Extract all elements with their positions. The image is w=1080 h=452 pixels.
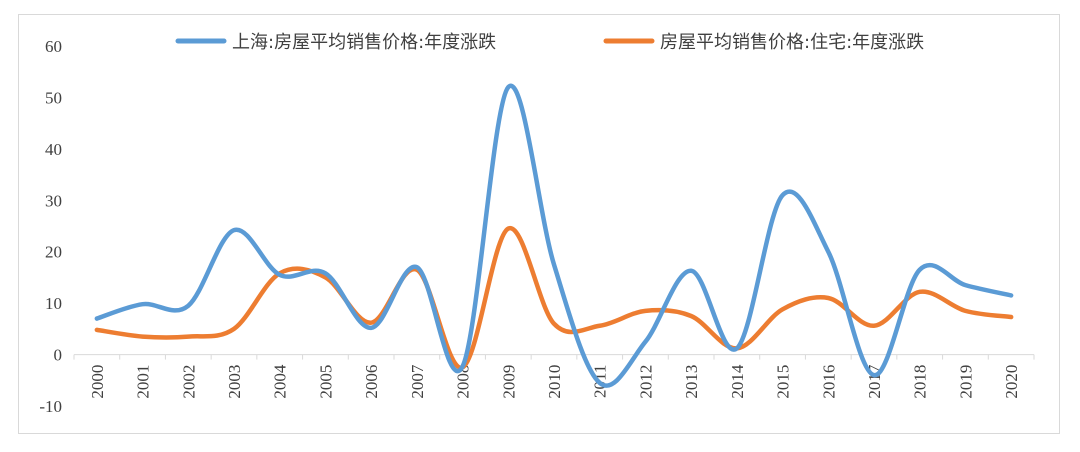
x-tick-label: 2002 [179,365,198,399]
x-tick-label: 2015 [774,365,793,399]
x-tick-label: 2005 [316,365,335,399]
legend: 上海:房屋平均销售价格:年度涨跌 房屋平均销售价格:住宅:年度涨跌 [175,32,924,53]
y-tick-label: 40 [45,140,62,159]
x-tick-label: 2004 [271,364,290,399]
x-tick-label: 2006 [362,365,381,399]
x-tick-label: 2003 [225,365,244,399]
y-tick-label: 50 [45,88,62,107]
y-tick-label: -10 [39,397,62,416]
y-tick-label: 30 [45,191,62,210]
y-tick-label: 10 [45,294,62,313]
x-tick-label: 2019 [956,365,975,399]
axes: -10 0 10 20 30 40 50 60 2000 2001 2002 2003 2004 2005… [39,37,1035,416]
x-tick-label: 2009 [499,365,518,399]
y-tick-label: 20 [45,243,62,262]
series-line-2 [94,226,1014,370]
x-tick-label: 2007 [408,364,427,399]
x-tick-label: 2012 [636,365,655,399]
legend-label-2: 房屋平均销售价格:住宅:年度涨跌 [660,32,924,53]
x-tick-label: 2010 [545,365,564,399]
x-tick-label: 2016 [819,365,838,399]
y-tick-label: 60 [45,37,62,56]
y-tick-label: 0 [54,346,63,365]
x-tick-label: 2018 [911,365,930,399]
x-tick-label: 2013 [682,365,701,399]
series-lines [94,83,1014,388]
series-line-1 [94,83,1014,388]
legend-label-1: 上海:房屋平均销售价格:年度涨跌 [232,32,496,53]
x-tick-label: 2001 [134,365,153,399]
x-tick-label: 2014 [728,364,747,399]
x-tick-label: 2020 [1002,365,1021,399]
x-tick-label: 2000 [88,365,107,399]
